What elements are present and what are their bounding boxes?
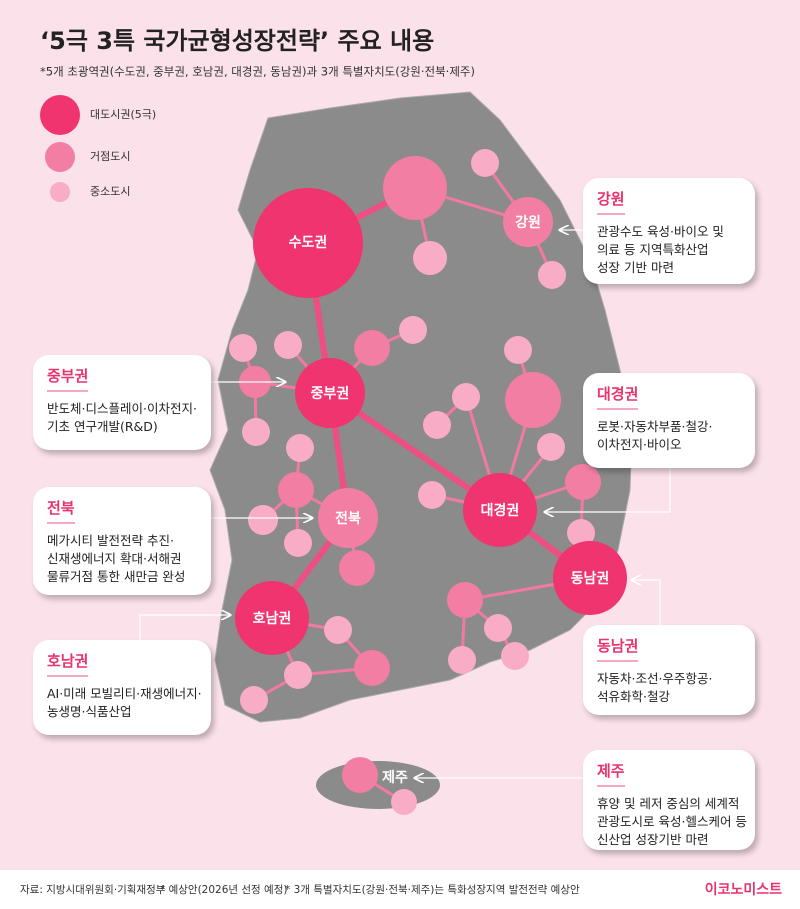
callout-title: 중부권	[47, 365, 89, 392]
arrow	[632, 580, 661, 625]
hub-label: 동남권	[571, 570, 610, 587]
arrows	[139, 230, 671, 778]
callout-line: 농생명·식품산업	[47, 704, 132, 719]
callout-line: 신산업 성장기반 마련	[597, 832, 709, 847]
callout-line: 이차전지·바이오	[597, 437, 682, 452]
hub-label: 수도권	[289, 235, 328, 251]
legend-label: 거점도시	[90, 150, 130, 163]
legend-swatch	[45, 142, 75, 172]
hub-label: 강원	[515, 214, 541, 231]
arrow	[545, 468, 671, 512]
callout-title: 호남권	[47, 650, 89, 677]
hub-label: 대경권	[481, 502, 520, 519]
callout-line: 물류거점 통한 새만금 완성	[47, 569, 186, 584]
hub-label: 제주	[382, 770, 408, 786]
callout-line: 로봇·자동차부품·철강·	[597, 419, 713, 434]
title: ‘5극 3특 국가균형성장전략’ 주요 내용	[40, 27, 434, 55]
subtitle: *5개 초광역권(수도권, 중부권, 호남권, 대경권, 동남권)과 3개 특별…	[40, 65, 475, 79]
legend-label: 중소도시	[90, 185, 130, 198]
callout-title: 제주	[597, 760, 625, 787]
legend-swatch	[50, 182, 70, 202]
callout-line: AI·미래 모빌리티·재생에너지·	[47, 686, 202, 701]
callout-title: 동남권	[597, 635, 639, 662]
callout-line: 의료 등 지역특화산업	[597, 242, 709, 257]
legend-swatch	[40, 95, 80, 135]
callout-line: 반도체·디스플레이·이차전지·	[47, 401, 197, 416]
legend-label: 대도시권(5극)	[90, 108, 156, 121]
callout-line: 기초 연구개발(R&D)	[47, 419, 158, 434]
callout-line: 신재생에너지 확대·서해권	[47, 551, 182, 566]
metro-cities	[235, 188, 627, 655]
callout-line: 석유화학·철강	[597, 689, 670, 704]
callout-line: 메가시티 발전전략 추진·	[47, 533, 174, 548]
footer: 자료: 지방시대위원회·기획재정부 * 예상안(2026년 선정 예정) * 3…	[0, 870, 800, 909]
callout-line: 휴양 및 레저 중심의 세계적	[597, 796, 740, 811]
callout-line: 관광수도 육성·바이오 및	[597, 224, 724, 239]
note: * 예상안(2026년 선정 예정)	[160, 884, 288, 896]
brand: 이코노미스트	[704, 882, 782, 898]
callout-title: 강원	[597, 188, 625, 215]
hub-label: 전북	[335, 510, 361, 527]
hub-label: 중부권	[311, 386, 350, 402]
callout-title: 전북	[47, 497, 75, 524]
callout-title: 대경권	[597, 383, 639, 410]
callout-line: 성장 기반 마련	[597, 260, 674, 275]
callout: 호남권 AI·미래 모빌리티·재생에너지· 농생명·식품산업	[33, 640, 211, 735]
hub-label: 호남권	[253, 610, 292, 627]
source: 자료: 지방시대위원회·기획재정부	[20, 884, 166, 896]
small-cities	[229, 149, 595, 815]
callout-line: 관광도시로 육성·헬스케어 등	[597, 814, 747, 829]
arrow	[139, 615, 230, 640]
hub-cities	[239, 156, 601, 793]
note: * 3개 특별자치도(강원·전북·제주)는 특화성장지역 발전전략 예상안	[285, 884, 580, 896]
callout-line: 자동차·조선·우주항공·	[597, 671, 713, 686]
